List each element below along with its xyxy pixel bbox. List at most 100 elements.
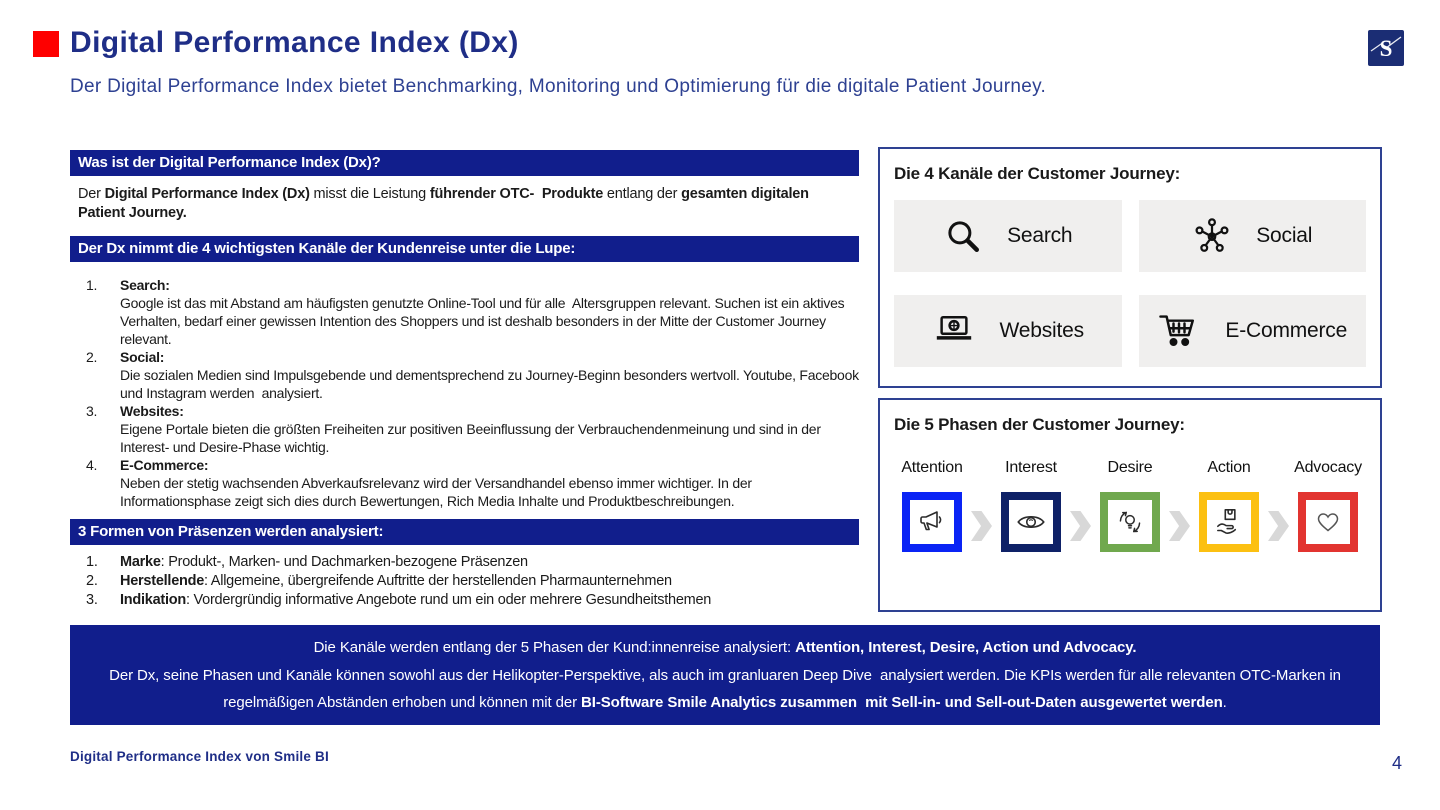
tile-social: Social (1138, 200, 1366, 272)
phase-square (1100, 492, 1160, 552)
list-item-title: Marke (120, 554, 161, 570)
list-item-title: Indikation (120, 592, 186, 608)
footer-source: Digital Performance Index von Smile BI (70, 749, 329, 764)
section-header-3-forms: 3 Formen von Präsenzen werden analysiert… (70, 519, 859, 545)
phase-desire: Desire (1094, 459, 1166, 552)
page-subtitle: Der Digital Performance Index bietet Ben… (70, 76, 1047, 97)
intro-bold: Digital Performance Index (Dx) (104, 186, 310, 202)
list-item-title: Websites: (120, 403, 184, 419)
list-item-body: Indikation: Vordergründig informative An… (120, 591, 859, 610)
phase-attention: Attention (896, 459, 968, 552)
channel-tiles: Search Social Websites (894, 200, 1366, 367)
banner-text: regelmäßigen Abständen erhoben und könne… (223, 693, 582, 711)
phase-label: Attention (901, 459, 963, 476)
phase-label: Interest (1005, 459, 1057, 476)
phase-label: Desire (1107, 459, 1153, 476)
laptop-globe-icon (936, 316, 971, 340)
tile-label: Search (1007, 224, 1073, 247)
list-item-desc: Eigene Portale bieten die größten Freihe… (120, 421, 821, 455)
list-item-title: Herstellende (120, 573, 205, 589)
megaphone-icon (920, 511, 942, 531)
channels-box: Die 4 Kanäle der Customer Journey: Searc… (878, 147, 1382, 388)
list-number: 3. (86, 592, 98, 608)
list-item-social: 2. Social: Die sozialen Medien sind Impul… (70, 348, 859, 402)
phase-square (1001, 492, 1061, 552)
phase-interest: Interest (995, 459, 1067, 552)
intro-text: misst die Leistung (309, 186, 430, 202)
list-number: 2. (86, 573, 98, 589)
phase-square (902, 492, 962, 552)
intro-bold: gesamten digitalen Patient Journey. (78, 186, 809, 221)
eye-icon (1017, 516, 1045, 528)
tile-label: Social (1256, 224, 1313, 247)
share-network-icon (1195, 218, 1229, 252)
list-item-title: Search: (120, 277, 170, 293)
red-accent-square (33, 31, 59, 57)
phase-action: Action (1193, 459, 1265, 552)
list-number: 1. (86, 277, 98, 293)
list-item-body: Marke: Produkt-, Marken- und Dachmarken-… (120, 553, 859, 572)
list-item-title: E-Commerce: (120, 457, 209, 473)
phase-square (1199, 492, 1259, 552)
banner-line-3: regelmäßigen Abständen erhoben und könne… (104, 694, 1346, 711)
list-number: 4. (86, 457, 98, 473)
phases-box-title: Die 5 Phasen der Customer Journey: (894, 415, 1185, 434)
list-item-desc: : Vordergründig informative Angebote run… (185, 592, 712, 608)
phase-label: Advocacy (1294, 459, 1362, 476)
phase-advocacy: Advocacy (1292, 459, 1364, 552)
arrow-right-icon (971, 511, 992, 541)
arrow-right-icon (1169, 511, 1190, 541)
list-number: 3. (86, 403, 98, 419)
list-item-marke: 1. Marke: Produkt-, Marken- und Dachmark… (70, 553, 859, 572)
hand-purchase-icon (1217, 508, 1237, 534)
tile-label: Websites (999, 319, 1085, 342)
forms-list: 1. Marke: Produkt-, Marken- und Dachmark… (70, 553, 859, 610)
list-item-websites: 3. Websites: Eigene Portale bieten die gr… (70, 402, 859, 456)
phases-row: Attention Interest (894, 459, 1366, 552)
list-item-indikation: 3. Indikation: Vordergründig informative… (70, 591, 859, 610)
list-item-search: 1. Search: Google ist das mit Abstand am … (70, 276, 859, 348)
list-item-desc: Die sozialen Medien sind Impulsgebende u… (120, 367, 859, 401)
phase-square (1298, 492, 1358, 552)
section-header-what-is-dx: Was ist der Digital Performance Index (D… (70, 150, 859, 176)
arrow-right-icon (1070, 511, 1091, 541)
banner-text: Die Kanäle werden entlang der 5 Phasen d… (313, 639, 796, 657)
list-item-desc: : Produkt-, Marken- und Dachmarken-bezog… (160, 554, 528, 570)
list-item-body: Social: Die sozialen Medien sind Impulsge… (120, 348, 859, 402)
channels-box-title: Die 4 Kanäle der Customer Journey: (894, 164, 1181, 183)
intro-paragraph: Der Digital Performance Index (Dx) misst… (78, 185, 848, 223)
banner-bold: Attention, Interest, Desire, Action und … (795, 639, 1137, 657)
shopping-cart-icon (1159, 315, 1195, 346)
smile-logo: S (1368, 30, 1404, 66)
channels-list: 1. Search: Google ist das mit Abstand am … (70, 276, 859, 510)
list-item-body: Websites: Eigene Portale bieten die größt… (120, 402, 859, 456)
idea-bulb-icon (1119, 511, 1141, 533)
section-header-4-channels: Der Dx nimmt die 4 wichtigsten Kanäle de… (70, 236, 859, 262)
page-title: Digital Performance Index (Dx) (70, 26, 519, 59)
summary-banner: Die Kanäle werden entlang der 5 Phasen d… (70, 625, 1380, 725)
logo-trendline-icon (1370, 36, 1402, 52)
arrow-right-icon (1268, 511, 1289, 541)
banner-line-1: Die Kanäle werden entlang der 5 Phasen d… (104, 639, 1346, 656)
banner-text: . (1222, 693, 1227, 711)
phases-box: Die 5 Phasen der Customer Journey: Atten… (878, 398, 1382, 612)
list-number: 1. (86, 554, 98, 570)
page-number: 4 (1392, 753, 1403, 773)
list-item-desc: Google ist das mit Abstand am häufigsten… (120, 295, 845, 347)
tile-search: Search (894, 200, 1122, 272)
tile-ecommerce: E-Commerce (1138, 295, 1366, 367)
list-item-body: E-Commerce: Neben der stetig wachsenden A… (120, 456, 859, 510)
list-item-herstellende: 2. Herstellende: Allgemeine, übergreifen… (70, 572, 859, 591)
banner-line-2: Der Dx, seine Phasen und Kanäle können s… (104, 667, 1346, 684)
banner-bold: BI-Software Smile Analytics zusammen mit… (581, 693, 1223, 711)
phase-label: Action (1207, 459, 1251, 476)
left-column: Was ist der Digital Performance Index (D… (70, 150, 859, 610)
search-icon (948, 221, 980, 252)
heart-icon (1317, 513, 1339, 532)
list-number: 2. (86, 349, 98, 365)
list-item-title: Social: (120, 349, 165, 365)
intro-bold: führender OTC- Produkte (429, 186, 604, 202)
list-item-desc: : Allgemeine, übergreifende Auftritte de… (204, 573, 672, 589)
intro-text: entlang der (603, 186, 682, 202)
